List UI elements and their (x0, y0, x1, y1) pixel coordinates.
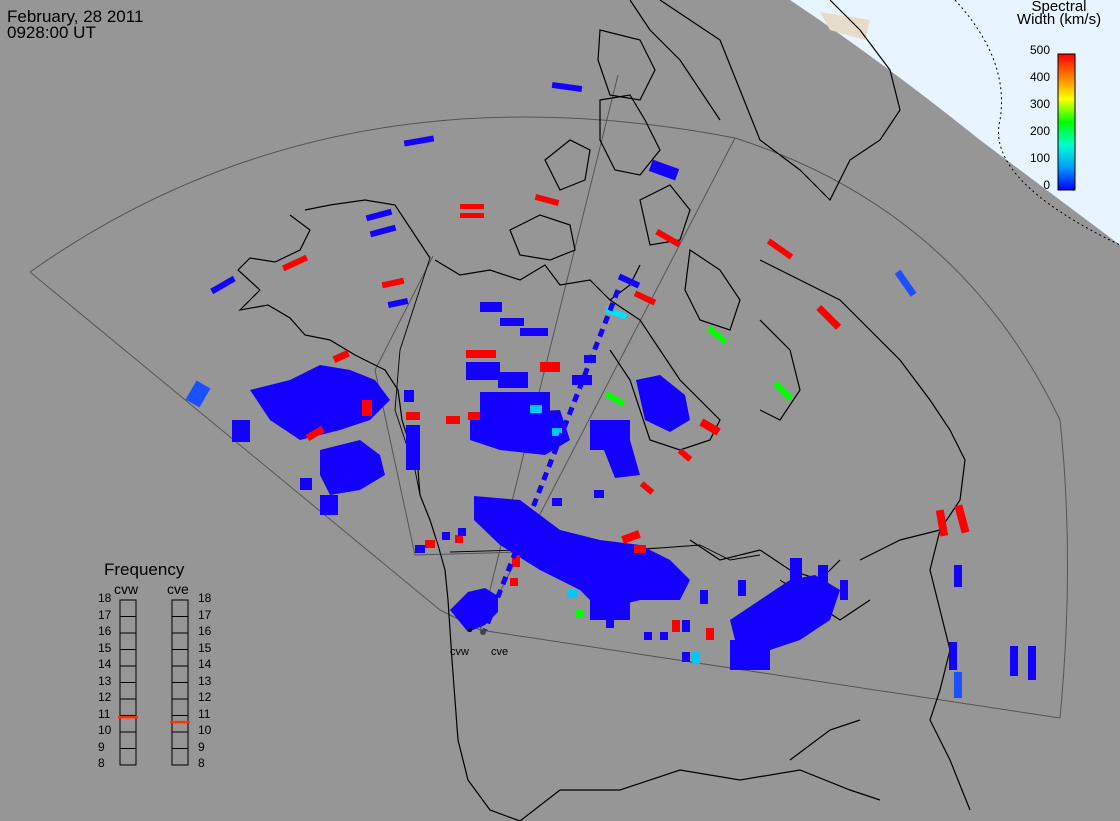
frequency-tick: 11 (198, 706, 211, 721)
coastlines (237, 0, 971, 821)
frequency-tick: 14 (198, 657, 212, 671)
frequency-tick: 13 (98, 673, 112, 688)
frequency-box (119, 632, 137, 650)
beige-land-patch (820, 12, 870, 40)
frequency-box (119, 731, 137, 749)
frequency-columns (118, 599, 190, 766)
frequency-tick: 15 (198, 640, 212, 655)
frequency-column-cve (170, 599, 190, 766)
frequency-column-cvw (118, 599, 138, 766)
frequency-tick: 14 (98, 657, 112, 671)
frequency-box (171, 715, 189, 733)
radar-label-cvw: cvw (450, 646, 469, 658)
colorbar-tick: 500 (1029, 43, 1050, 57)
time-label: 0928:00 UT (7, 23, 96, 42)
frequency-box (171, 748, 189, 766)
frequency-box (119, 599, 137, 617)
colorbar-tick: 100 (1029, 151, 1050, 165)
colorbar-tick: 300 (1029, 97, 1050, 111)
frequency-radar-label-cvw: cvw (114, 581, 139, 597)
frequency-box (171, 731, 189, 749)
frequency-box (171, 599, 189, 617)
frequency-tick: 16 (198, 624, 212, 638)
colorbar-title-line1: Spectral (1031, 0, 1087, 15)
frequency-radar-label-cve: cve (167, 581, 189, 597)
borders (394, 257, 761, 561)
frequency-tick: 12 (98, 690, 112, 704)
frequency-tick: 17 (98, 607, 112, 622)
frequency-tick: 10 (198, 723, 212, 737)
frequency-tick: 17 (198, 607, 212, 622)
frequency-box (119, 649, 137, 667)
radar-beam-line (482, 289, 621, 631)
frequency-tick: 10 (98, 723, 112, 737)
frequency-tick: 9 (98, 739, 105, 754)
date-label: February, 28 2011 (7, 7, 144, 26)
frequency-tick: 18 (198, 591, 212, 605)
frequency-box (171, 698, 189, 716)
sunlit-region (790, 0, 1120, 245)
frequency-box (171, 649, 189, 667)
terminator-line (954, 0, 1120, 246)
frequency-tick: 16 (98, 624, 112, 638)
colorbar-title: Spectral Width (km/s) (1003, 0, 1115, 28)
frequency-tick: 15 (98, 640, 112, 655)
colorbar (1057, 53, 1076, 191)
frequency-tick: 9 (198, 739, 205, 754)
frequency-box (119, 682, 137, 700)
frequency-box (171, 665, 189, 683)
frequency-box (119, 698, 137, 716)
colorbar-title-line2: Width (km/s) (1016, 11, 1102, 28)
frequency-tick: 8 (198, 756, 205, 770)
frequency-tick: 11 (98, 706, 111, 721)
frequency-box (171, 632, 189, 650)
frequency-tick: 12 (198, 690, 212, 704)
colorbar-tick: 0 (1043, 178, 1050, 192)
frequency-box (119, 665, 137, 683)
radar-label-cve: cve (491, 646, 509, 658)
frequency-box (119, 616, 137, 634)
frequency-box (171, 616, 189, 634)
radar-site-marker (480, 629, 486, 635)
colorbar-tick: 400 (1029, 70, 1050, 84)
backscatter-cells (185, 81, 1036, 698)
frequency-title: Frequency (104, 560, 185, 579)
timestamp: February, 28 2011 0928:00 UT (7, 7, 144, 42)
frequency-box (119, 748, 137, 766)
colorbar-tick: 200 (1029, 124, 1050, 138)
frequency-tick: 8 (98, 756, 105, 770)
frequency-tick: 13 (198, 673, 212, 688)
frequency-tick: 18 (98, 591, 112, 605)
frequency-box (171, 682, 189, 700)
